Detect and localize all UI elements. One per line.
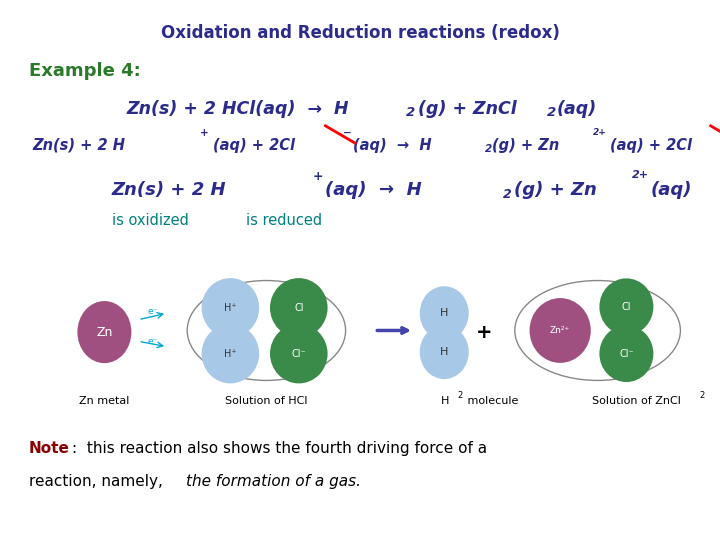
Ellipse shape — [420, 325, 469, 379]
Text: H: H — [441, 396, 449, 406]
Text: +: + — [312, 170, 323, 183]
Ellipse shape — [270, 278, 328, 338]
Text: H⁺: H⁺ — [224, 349, 237, 359]
Text: e⁻: e⁻ — [148, 307, 158, 316]
Text: (g) + Zn: (g) + Zn — [492, 138, 559, 153]
Text: 2: 2 — [406, 106, 415, 119]
Text: −: − — [343, 128, 351, 138]
Text: 2: 2 — [485, 144, 492, 154]
Text: Cl⁻: Cl⁻ — [619, 349, 634, 359]
Ellipse shape — [202, 324, 259, 383]
Text: 2+: 2+ — [593, 128, 606, 137]
Text: Zn(s) + 2 HCl(aq)  →  H: Zn(s) + 2 HCl(aq) → H — [126, 100, 348, 118]
Text: :  this reaction also shows the fourth driving force of a: : this reaction also shows the fourth dr… — [72, 441, 487, 456]
Text: Solution of ZnCl: Solution of ZnCl — [592, 396, 680, 406]
Text: Cl: Cl — [621, 302, 631, 312]
Text: 2: 2 — [457, 392, 462, 401]
Text: molecule: molecule — [464, 396, 519, 406]
Text: 2: 2 — [547, 106, 557, 119]
Text: Solution of HCl: Solution of HCl — [225, 396, 307, 406]
Text: Zn(s) + 2 H: Zn(s) + 2 H — [112, 181, 226, 199]
Text: (g) + ZnCl: (g) + ZnCl — [418, 100, 516, 118]
Ellipse shape — [270, 324, 328, 383]
Ellipse shape — [515, 280, 680, 380]
Text: Cl: Cl — [294, 303, 304, 313]
Text: +: + — [477, 322, 492, 342]
Text: (aq): (aq) — [651, 181, 693, 199]
Text: Zn²⁺: Zn²⁺ — [550, 326, 570, 335]
Text: 2+: 2+ — [631, 170, 649, 180]
Text: (aq) + 2Cl: (aq) + 2Cl — [610, 138, 692, 153]
Text: (aq) + 2Cl: (aq) + 2Cl — [213, 138, 295, 153]
Text: Note: Note — [29, 441, 70, 456]
Ellipse shape — [420, 286, 469, 340]
Text: (aq)  →  H: (aq) → H — [353, 138, 431, 153]
Text: (aq)  →  H: (aq) → H — [325, 181, 422, 199]
Text: e⁻: e⁻ — [148, 337, 158, 346]
Ellipse shape — [599, 279, 654, 335]
Ellipse shape — [78, 301, 131, 363]
Text: 2: 2 — [503, 188, 511, 201]
Text: 2: 2 — [700, 392, 705, 401]
Text: is oxidized: is oxidized — [112, 213, 189, 228]
Ellipse shape — [202, 278, 259, 338]
Text: Cl⁻: Cl⁻ — [292, 349, 306, 359]
Ellipse shape — [599, 325, 654, 382]
Text: Oxidation and Reduction reactions (redox): Oxidation and Reduction reactions (redox… — [161, 24, 559, 42]
Text: Example 4:: Example 4: — [29, 62, 140, 80]
Text: H⁺: H⁺ — [224, 303, 237, 313]
Text: Zn metal: Zn metal — [79, 396, 130, 406]
Text: is reduced: is reduced — [246, 213, 323, 228]
Ellipse shape — [529, 298, 590, 363]
Text: (g) + Zn: (g) + Zn — [514, 181, 597, 199]
Text: +: + — [200, 128, 209, 138]
Text: (aq): (aq) — [557, 100, 597, 118]
Text: Zn(s) + 2 H: Zn(s) + 2 H — [32, 138, 125, 153]
Text: the formation of a gas.: the formation of a gas. — [186, 474, 361, 489]
Text: reaction, namely,: reaction, namely, — [29, 474, 168, 489]
Text: H: H — [440, 308, 449, 318]
Ellipse shape — [187, 280, 346, 380]
Text: H: H — [440, 347, 449, 357]
Text: Zn: Zn — [96, 326, 112, 339]
